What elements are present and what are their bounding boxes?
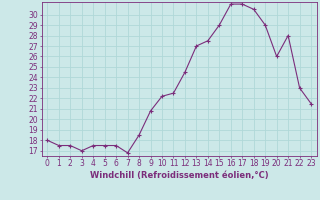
X-axis label: Windchill (Refroidissement éolien,°C): Windchill (Refroidissement éolien,°C): [90, 171, 268, 180]
